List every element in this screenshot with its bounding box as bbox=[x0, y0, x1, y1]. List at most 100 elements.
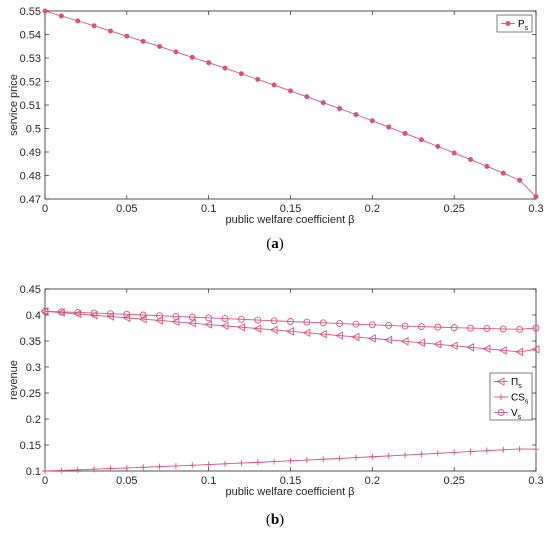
x-tick-label: 0.15 bbox=[280, 203, 301, 215]
legend-entry: Ps bbox=[518, 19, 529, 32]
data-point bbox=[351, 332, 360, 342]
x-tick-label: 0 bbox=[42, 475, 48, 487]
x-tick-label: 0 bbox=[42, 203, 48, 215]
series-0 bbox=[40, 307, 540, 357]
data-point bbox=[205, 461, 212, 468]
x-tick-label: 0.25 bbox=[443, 203, 464, 215]
data-point bbox=[122, 313, 131, 323]
data-point bbox=[173, 49, 179, 55]
y-tick-label: 0.25 bbox=[20, 388, 41, 400]
data-point bbox=[451, 150, 457, 156]
data-point bbox=[386, 124, 392, 130]
data-point bbox=[140, 464, 147, 471]
data-point bbox=[58, 13, 64, 19]
panel-b-plot-area bbox=[44, 288, 537, 472]
series-0 bbox=[42, 8, 539, 200]
panel-a-x-tick-labels: 0 0.05 0.1 0.15 0.2 0.25 0.3 bbox=[42, 203, 544, 215]
legend-entry: Πs bbox=[511, 377, 522, 390]
data-point bbox=[254, 459, 261, 466]
data-point bbox=[467, 448, 474, 455]
data-point bbox=[286, 327, 294, 336]
data-point bbox=[254, 316, 262, 324]
data-point bbox=[367, 334, 376, 343]
data-point bbox=[449, 341, 458, 351]
y-tick-label: 0.1 bbox=[26, 466, 41, 478]
data-point bbox=[433, 340, 442, 349]
data-point bbox=[320, 456, 327, 463]
data-point bbox=[57, 308, 65, 316]
data-point bbox=[271, 458, 278, 465]
data-point bbox=[270, 317, 278, 325]
data-point bbox=[483, 325, 491, 332]
data-point bbox=[385, 322, 393, 329]
data-point bbox=[238, 71, 244, 77]
data-point bbox=[467, 324, 474, 332]
data-point bbox=[91, 23, 97, 29]
data-point bbox=[41, 307, 49, 315]
y-tick-label: 0.49 bbox=[20, 147, 41, 159]
panel-a-y-tick-labels: 0.47 0.48 0.49 0.5 0.51 0.52 0.53 0.54 0.55 bbox=[20, 6, 41, 206]
data-point bbox=[418, 451, 425, 458]
x-tick-label: 0.1 bbox=[201, 475, 216, 487]
x-tick-label: 0.05 bbox=[116, 475, 137, 487]
y-tick-label: 0.53 bbox=[20, 53, 41, 65]
data-point bbox=[221, 315, 229, 323]
data-point bbox=[435, 143, 441, 149]
data-point bbox=[498, 346, 507, 355]
x-tick-label: 0.15 bbox=[280, 475, 301, 487]
data-point bbox=[418, 137, 424, 143]
panel-b-label: (b) bbox=[266, 512, 284, 528]
data-point bbox=[400, 337, 409, 346]
panel-b-x-tick-labels: 0 0.05 0.1 0.15 0.2 0.25 0.3 bbox=[42, 475, 544, 487]
data-point bbox=[483, 447, 490, 454]
panel-a-label: (a) bbox=[266, 236, 284, 252]
data-point bbox=[303, 457, 310, 464]
x-tick-label: 0.05 bbox=[116, 203, 137, 215]
data-point bbox=[336, 320, 344, 327]
panel-a-y-axis-label: service price bbox=[8, 74, 20, 136]
data-point bbox=[90, 309, 98, 317]
data-point bbox=[156, 463, 163, 470]
data-point bbox=[124, 33, 130, 39]
data-point bbox=[369, 118, 375, 124]
data-point bbox=[515, 347, 524, 357]
data-point bbox=[499, 325, 507, 333]
data-point bbox=[107, 28, 113, 34]
data-point bbox=[74, 308, 82, 316]
series-line bbox=[44, 310, 537, 330]
series-line bbox=[44, 310, 537, 353]
legend-entry: Vs bbox=[511, 408, 522, 421]
data-point bbox=[123, 464, 130, 471]
data-point bbox=[91, 466, 98, 473]
data-point bbox=[335, 331, 344, 340]
panel-a-series bbox=[42, 8, 539, 200]
data-point bbox=[204, 320, 213, 329]
legend-entry: CSs bbox=[511, 393, 529, 406]
data-point bbox=[287, 457, 294, 464]
data-point bbox=[352, 454, 359, 461]
data-point bbox=[255, 76, 261, 82]
data-point bbox=[319, 319, 327, 327]
series-2 bbox=[41, 307, 540, 333]
data-point bbox=[156, 312, 164, 320]
y-tick-label: 0.51 bbox=[20, 100, 41, 112]
y-tick-label: 0.55 bbox=[20, 6, 41, 18]
y-tick-label: 0.47 bbox=[20, 194, 41, 206]
data-point bbox=[416, 338, 425, 348]
data-point bbox=[271, 82, 277, 88]
x-tick-label: 0.25 bbox=[443, 475, 464, 487]
data-point bbox=[353, 112, 359, 118]
data-point bbox=[531, 345, 540, 354]
legend-marker bbox=[505, 21, 511, 26]
y-tick-label: 0.48 bbox=[20, 171, 41, 183]
panel-a-chart: 0 0.05 0.1 0.15 0.2 0.25 0.3 0.470.480.490.50.… bbox=[8, 6, 544, 252]
data-point bbox=[516, 325, 524, 333]
data-point bbox=[533, 194, 539, 200]
panel-a-x-axis-label: public welfare coefficient β bbox=[225, 214, 354, 226]
series-1 bbox=[42, 445, 539, 474]
data-point bbox=[107, 465, 114, 472]
data-point bbox=[434, 323, 442, 331]
data-point bbox=[75, 18, 81, 24]
x-tick-label: 0.2 bbox=[365, 475, 380, 487]
